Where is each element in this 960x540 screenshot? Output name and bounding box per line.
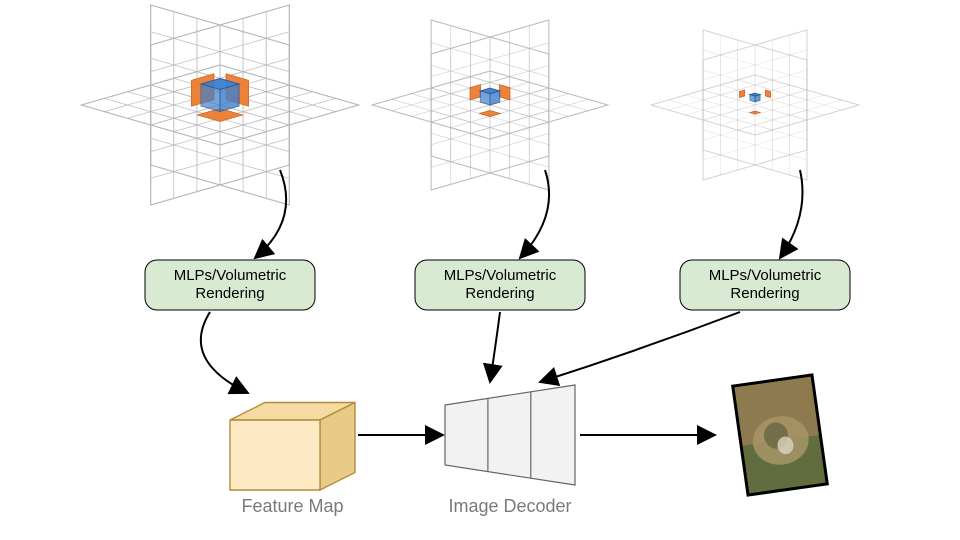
feature-map [230, 403, 355, 491]
svg-text:Rendering: Rendering [730, 285, 799, 302]
svg-text:MLPs/Volumetric: MLPs/Volumetric [444, 267, 557, 284]
mlp-box-2: MLPs/VolumetricRendering [680, 260, 850, 310]
svg-text:Rendering: Rendering [195, 285, 264, 302]
image-decoder [445, 385, 575, 485]
svg-text:MLPs/Volumetric: MLPs/Volumetric [709, 267, 822, 284]
triplane-0 [81, 5, 358, 205]
arrow-mlp1-to-feature [201, 312, 248, 393]
mlp-box-1: MLPs/VolumetricRendering [415, 260, 585, 310]
decoder-label: Image Decoder [448, 496, 571, 516]
arrow-tri-to-mlp-0 [255, 170, 286, 258]
triplane-2 [651, 30, 859, 180]
svg-text:MLPs/Volumetric: MLPs/Volumetric [174, 267, 287, 284]
feature-map-label: Feature Map [241, 496, 343, 516]
arrow-mlp2-to-decoder [490, 312, 500, 382]
output-image [733, 375, 828, 495]
arrow-mlp3-to-decoder [540, 312, 740, 382]
triplane-1 [372, 20, 608, 190]
arrow-tri-to-mlp-2 [780, 170, 803, 258]
svg-text:Rendering: Rendering [465, 285, 534, 302]
mlp-box-0: MLPs/VolumetricRendering [145, 260, 315, 310]
